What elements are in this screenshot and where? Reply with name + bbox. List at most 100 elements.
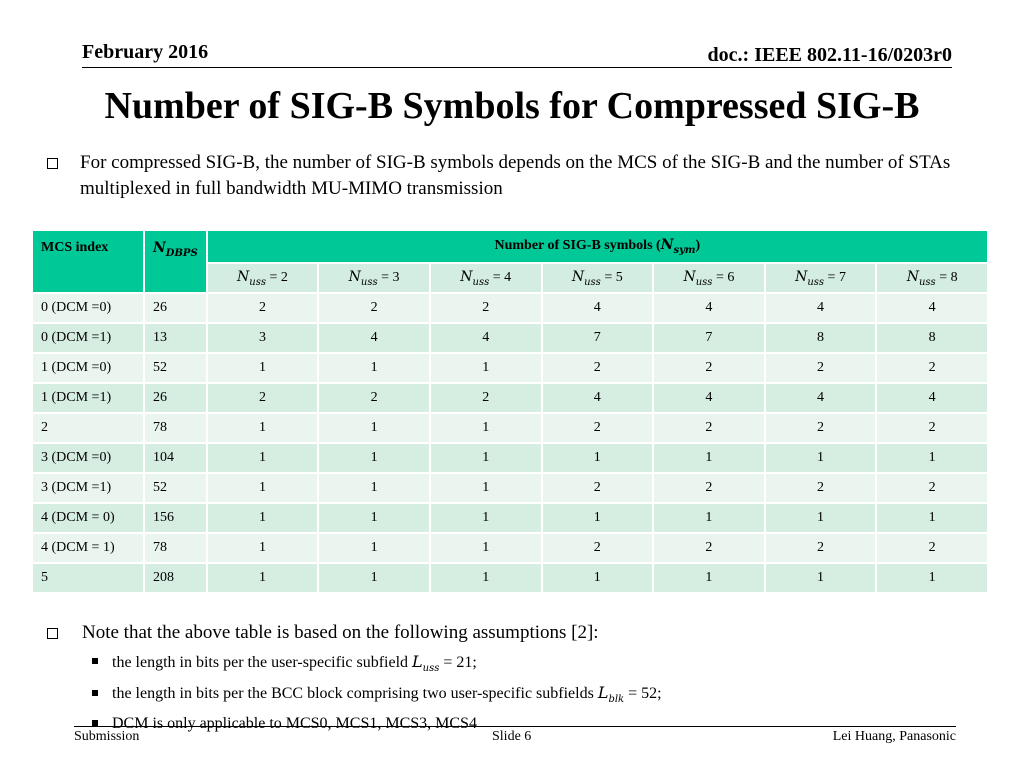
table-row: 0 (DCM =0) 26 2 2 2 4 4 4 4: [31, 292, 989, 324]
col-header-mcs: MCS index: [31, 229, 145, 294]
cell-nsym: 1: [652, 442, 766, 474]
cell-nsym: 1: [317, 502, 431, 534]
table-row: 4 (DCM = 1) 78 1 1 1 2 2 2 2: [31, 532, 989, 564]
lblk-sub: blk: [608, 694, 625, 706]
cell-nsym: 2: [652, 532, 766, 564]
cell-nsym: 1: [428, 412, 543, 444]
cell-nsym: 1: [763, 562, 878, 594]
nsym-sub: sym: [673, 244, 696, 256]
nuss-var: N: [237, 268, 250, 285]
cell-nsym: 2: [875, 412, 989, 444]
nuss-sub: uss: [807, 276, 825, 288]
assumptions-list: the length in bits per the user-specific…: [92, 650, 662, 736]
cell-nsym: 1: [875, 562, 989, 594]
cell-nsym: 7: [652, 322, 766, 354]
cell-nsym: 1: [540, 502, 655, 534]
luss-var: L: [412, 652, 423, 671]
nuss-sub: uss: [472, 276, 490, 288]
cell-nsym: 2: [540, 472, 655, 504]
cell-nsym: 2: [763, 472, 878, 504]
nsym-close: ): [695, 238, 701, 254]
cell-nsym: 1: [652, 562, 766, 594]
cell-mcs: 1 (DCM =1): [31, 382, 145, 414]
cell-nsym: 1: [205, 442, 320, 474]
cell-nsym: 4: [652, 292, 766, 324]
cell-nsym: 4: [763, 292, 878, 324]
cell-nsym: 1: [652, 502, 766, 534]
nuss-sub: uss: [695, 276, 713, 288]
square-bullet-icon: [92, 719, 98, 726]
cell-nsym: 2: [652, 412, 766, 444]
col-header-nuss: Nuss = 3: [317, 262, 431, 294]
cell-ndbps: 52: [143, 472, 208, 504]
cell-ndbps: 52: [143, 352, 208, 384]
cell-nsym: 1: [317, 442, 431, 474]
lblk-value: = 52;: [624, 685, 662, 703]
cell-nsym: 1: [317, 562, 431, 594]
cell-nsym: 4: [652, 382, 766, 414]
table-row: 3 (DCM =0) 104 1 1 1 1 1 1 1: [31, 442, 989, 474]
cell-nsym: 1: [428, 562, 543, 594]
col-header-nsym: Number of SIG-B symbols (Nsym): [205, 229, 990, 264]
nuss-value: = 2: [266, 269, 288, 285]
ndbps-sub: DBPS: [165, 247, 198, 259]
cell-nsym: 1: [205, 502, 320, 534]
cell-ndbps: 78: [143, 412, 208, 444]
cell-nsym: 1: [428, 532, 543, 564]
cell-nsym: 2: [875, 352, 989, 384]
cell-nsym: 8: [763, 322, 878, 354]
cell-nsym: 3: [205, 322, 320, 354]
nuss-var: N: [460, 268, 473, 285]
cell-nsym: 1: [875, 442, 989, 474]
cell-nsym: 2: [540, 532, 655, 564]
intro-text: For compressed SIG-B, the number of SIG-…: [80, 152, 951, 199]
assumption-item: the length in bits per the BCC block com…: [92, 681, 662, 712]
nuss-value: = 6: [712, 269, 735, 285]
footer-right: Lei Huang, Panasonic: [832, 729, 956, 744]
assumption-item: the length in bits per the user-specific…: [92, 650, 662, 681]
cell-nsym: 1: [875, 502, 989, 534]
cell-nsym: 2: [205, 292, 320, 324]
cell-nsym: 2: [763, 532, 878, 564]
table-row: 1 (DCM =0) 52 1 1 1 2 2 2 2: [31, 352, 989, 384]
nuss-sub: uss: [918, 276, 936, 288]
nuss-value: = 3: [377, 269, 400, 285]
cell-mcs: 3 (DCM =1): [31, 472, 145, 504]
cell-nsym: 1: [540, 442, 655, 474]
cell-nsym: 4: [540, 382, 655, 414]
checkbox-bullet-icon: [47, 628, 58, 639]
checkbox-bullet-icon: [47, 158, 58, 169]
header-rule: [82, 67, 952, 68]
cell-ndbps: 26: [143, 382, 208, 414]
cell-nsym: 2: [317, 292, 431, 324]
header-doc-id: doc.: IEEE 802.11-16/0203r0: [707, 44, 952, 66]
cell-ndbps: 26: [143, 292, 208, 324]
nuss-var: N: [683, 268, 696, 285]
cell-nsym: 1: [205, 352, 320, 384]
note-text: Note that the above table is based on th…: [82, 622, 599, 643]
cell-mcs: 4 (DCM = 1): [31, 532, 145, 564]
cell-nsym: 4: [428, 322, 543, 354]
luss-value: = 21;: [439, 654, 477, 671]
table-row: 5 208 1 1 1 1 1 1 1: [31, 562, 989, 594]
nuss-sub: uss: [360, 276, 378, 288]
cell-nsym: 1: [763, 442, 878, 474]
nuss-value: = 8: [935, 269, 958, 285]
cell-nsym: 1: [205, 472, 320, 504]
cell-nsym: 2: [763, 412, 878, 444]
ndbps-var: N: [153, 240, 166, 256]
slide-title: Number of SIG-B Symbols for Compressed S…: [104, 85, 920, 127]
col-header-ndbps: NDBPS: [143, 229, 208, 294]
cell-nsym: 2: [652, 472, 766, 504]
cell-nsym: 1: [317, 352, 431, 384]
cell-nsym: 4: [763, 382, 878, 414]
cell-mcs: 0 (DCM =0): [31, 292, 145, 324]
header-date: February 2016: [82, 41, 209, 63]
col-header-nuss: Nuss = 2: [205, 262, 320, 294]
cell-nsym: 1: [428, 442, 543, 474]
lblk-var: L: [597, 683, 609, 703]
cell-nsym: 2: [875, 472, 989, 504]
nuss-value: = 7: [824, 269, 846, 285]
nuss-var: N: [348, 268, 361, 285]
footer-center: Slide 6: [492, 729, 532, 744]
